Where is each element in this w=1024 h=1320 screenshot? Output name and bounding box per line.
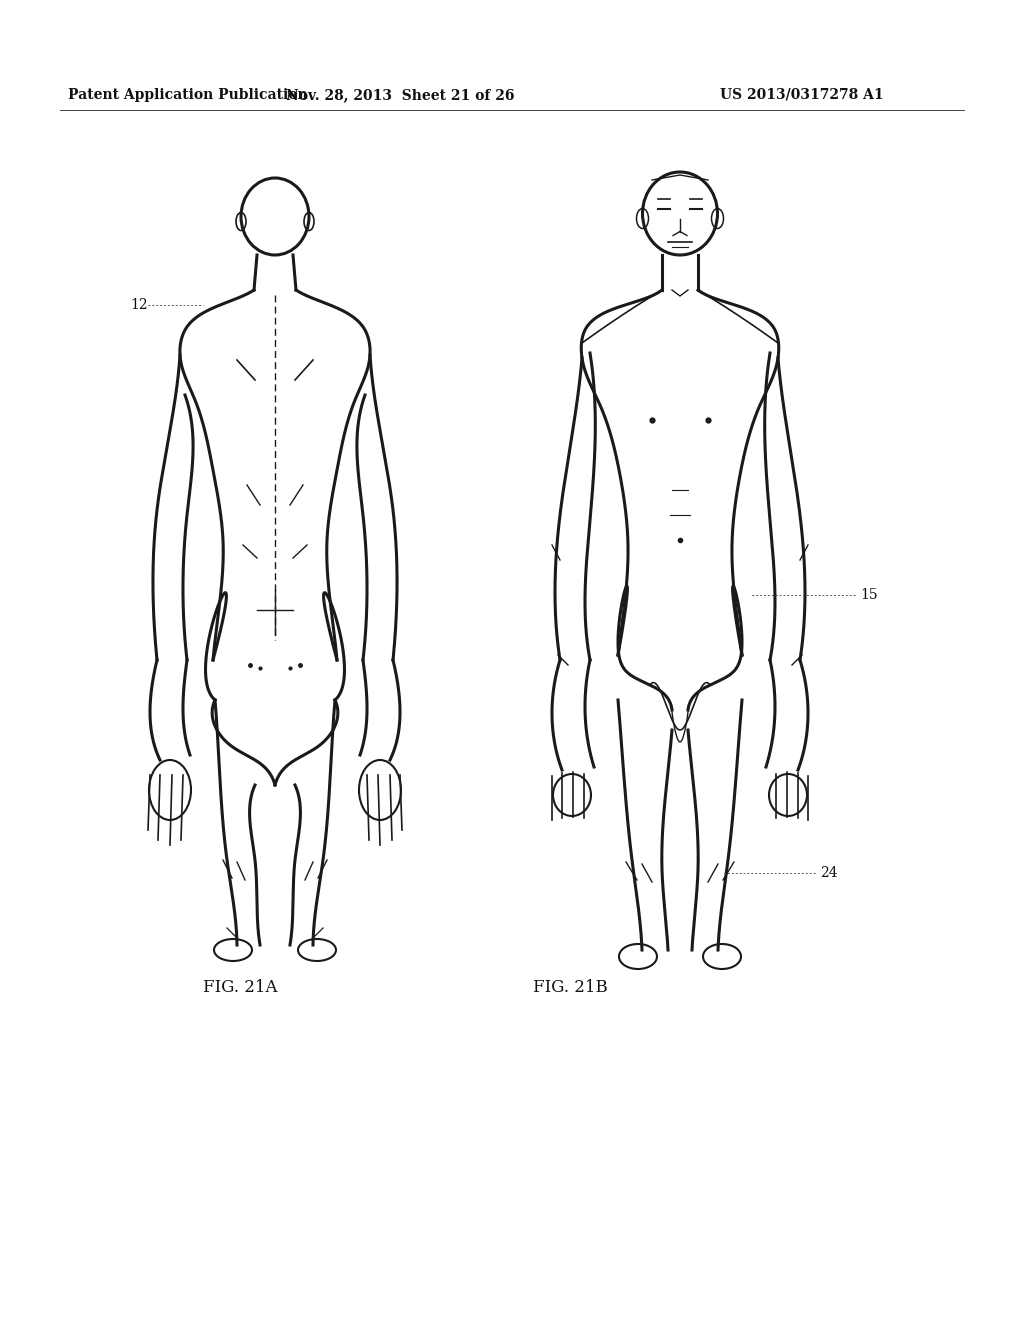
Text: FIG. 21B: FIG. 21B [532,979,607,997]
Text: 12: 12 [130,298,147,312]
Text: Patent Application Publication: Patent Application Publication [68,88,307,102]
Text: US 2013/0317278 A1: US 2013/0317278 A1 [720,88,884,102]
Text: 24: 24 [820,866,838,880]
Text: FIG. 21A: FIG. 21A [203,979,278,997]
Text: Nov. 28, 2013  Sheet 21 of 26: Nov. 28, 2013 Sheet 21 of 26 [286,88,514,102]
Text: 15: 15 [860,587,878,602]
